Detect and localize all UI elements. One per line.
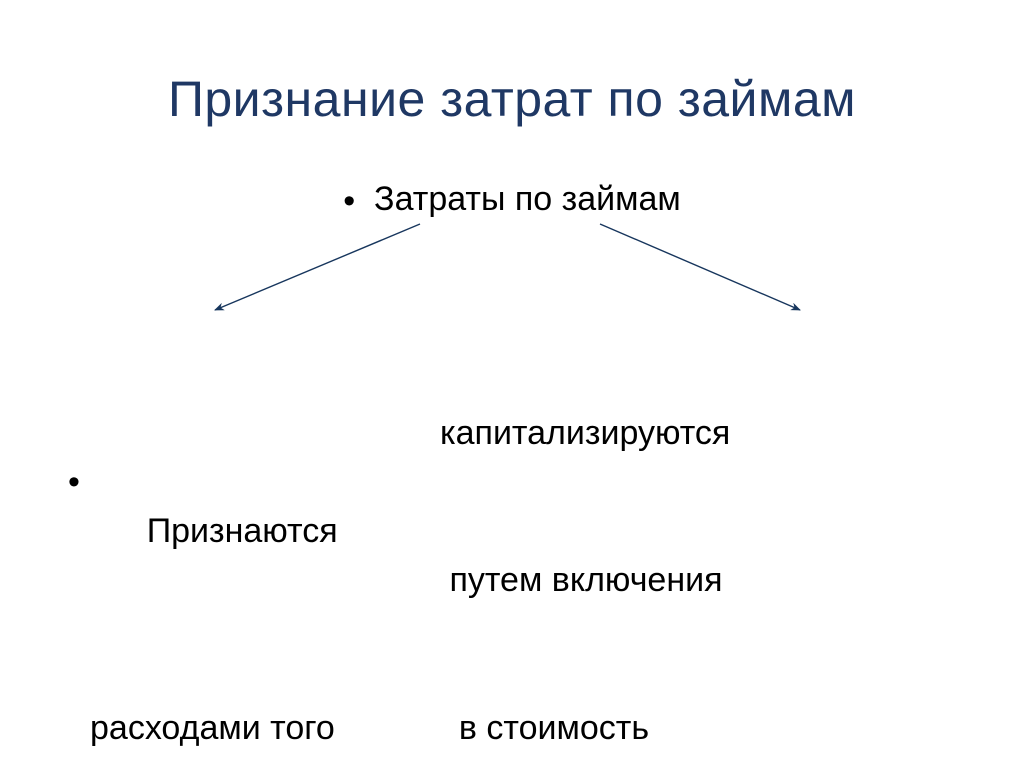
right-line1: капитализируются <box>440 409 730 458</box>
left-line1: Признаются <box>147 512 338 550</box>
subheading-text <box>365 180 374 218</box>
left-line1-row: • Признаются <box>90 409 338 606</box>
arrow-right <box>600 224 800 310</box>
bullet-icon: • <box>343 182 355 221</box>
title-text: Признание затрат по займам <box>168 71 856 127</box>
bullet-icon: • <box>68 458 80 507</box>
slide: Признание затрат по займам • Затраты по … <box>0 0 1024 767</box>
arrow-left <box>215 224 420 310</box>
left-column: • Признаются расходами того периода, ког… <box>90 310 338 767</box>
slide-title: Признание затрат по займам <box>0 70 1024 128</box>
right-column: капитализируются путем включения в стоим… <box>440 310 730 767</box>
right-line3: в стоимость <box>440 704 730 753</box>
right-line2: путем включения <box>440 556 730 605</box>
subheading-label: Затраты по займам <box>374 180 681 218</box>
left-line2: расходами того <box>90 704 338 753</box>
subheading: • Затраты по займам <box>0 180 1024 221</box>
